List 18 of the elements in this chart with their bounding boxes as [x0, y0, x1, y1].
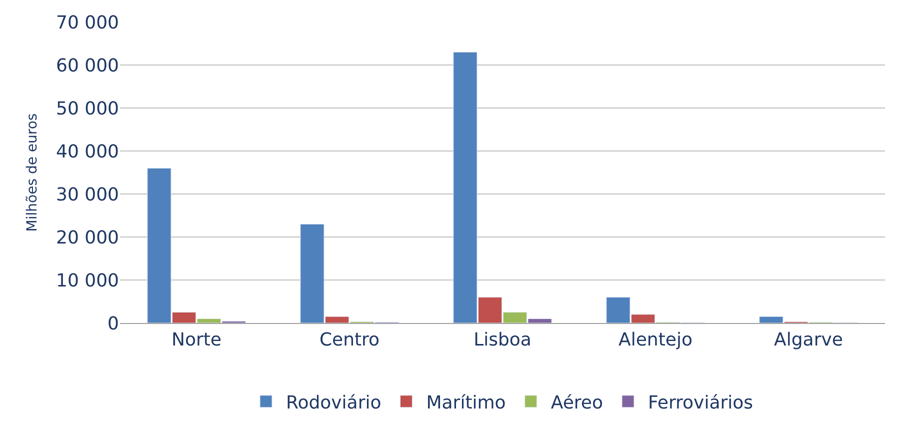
legend-label: Marítimo — [426, 392, 506, 414]
y-tick-label: 70 000 — [56, 12, 119, 34]
y-tick-label: 20 000 — [56, 227, 119, 248]
legend-label: Rodoviário — [286, 392, 382, 414]
y-tick-label: 50 000 — [56, 98, 119, 120]
y-tick-label: 60 000 — [56, 55, 119, 76]
x-tick-label: Algarve — [774, 330, 843, 351]
y-tick-label: 0 — [108, 313, 119, 334]
x-tick-label: Centro — [319, 330, 380, 351]
y-axis-title: Milhões de euros — [24, 113, 41, 232]
y-tick-label: 30 000 — [56, 184, 119, 206]
x-tick-label: Lisboa — [474, 330, 532, 351]
legend-label: Aéreo — [550, 392, 603, 414]
x-tick-label: Alentejo — [618, 330, 692, 351]
y-tick-label: 10 000 — [56, 270, 119, 292]
y-tick-label: 40 000 — [56, 141, 119, 162]
x-tick-label: Norte — [171, 330, 222, 351]
legend-label: Ferroviários — [648, 392, 754, 414]
